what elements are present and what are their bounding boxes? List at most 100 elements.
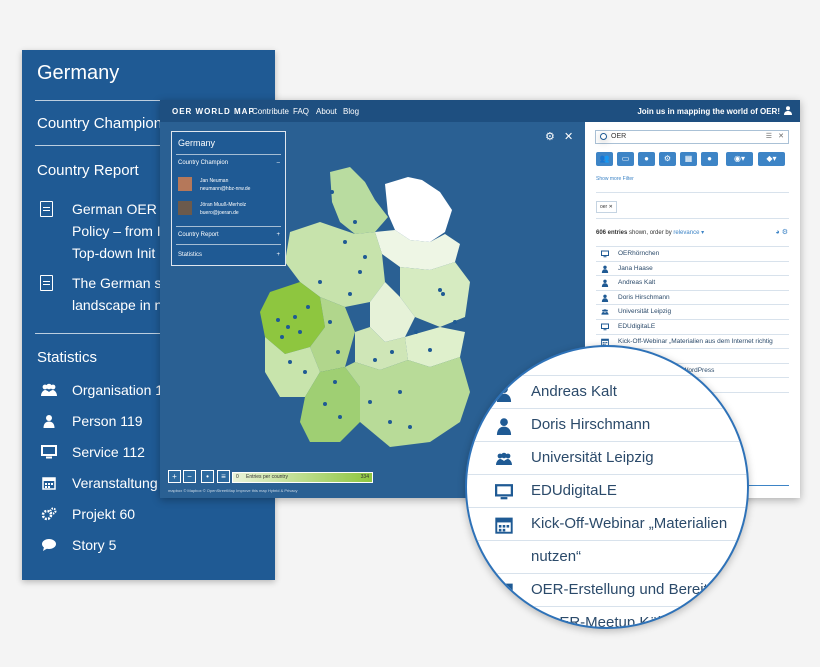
user-icon[interactable] — [784, 106, 792, 115]
filter-service-icon[interactable]: ▭ — [617, 152, 634, 166]
person-icon — [40, 414, 58, 431]
filter-person-icon[interactable]: ● — [638, 152, 655, 166]
statistics-heading[interactable]: Statistics — [37, 349, 98, 366]
magnified-entry[interactable]: Kick-Off-Webinar „Materialien — [467, 507, 747, 541]
gear-icon[interactable]: ⚙ — [545, 131, 555, 143]
search-box[interactable]: OER ☰ ✕ — [595, 130, 789, 144]
magnified-entry[interactable]: EDUdigitaLE — [467, 474, 747, 508]
show-more-filter-link[interactable]: Show more Filter — [596, 176, 634, 182]
country-champion-heading[interactable]: Country Champion — [37, 115, 163, 132]
calendar-icon — [495, 516, 515, 536]
map-attribution[interactable]: mapbox © Mapbox © OpenStreetMap Improve … — [168, 488, 298, 493]
magnified-entry-label: 7. OER-Meetup Köln (#O — [531, 614, 699, 629]
country-report-heading[interactable]: Country Report — [37, 162, 139, 179]
nav-contribute[interactable]: Contribute — [252, 107, 289, 116]
brand-logo[interactable]: OER WORLD MAP — [172, 107, 255, 116]
magnified-entry-label: EDUdigitaLE — [531, 482, 617, 499]
result-entry-label: OERhörnchen — [618, 250, 660, 257]
magnified-entry[interactable]: 7. OER-Meetup Köln (#O — [467, 606, 747, 629]
divider — [35, 333, 275, 334]
country-report-toggle[interactable]: Country Report + — [178, 232, 280, 238]
search-input[interactable]: OER — [611, 133, 627, 140]
result-entry[interactable]: Jana Haase — [596, 260, 789, 276]
clear-icon[interactable]: ✕ — [778, 133, 784, 140]
result-entry[interactable]: Doris Hirschmann — [596, 289, 789, 305]
magnified-entry-label: Doris Hirschmann — [531, 416, 651, 433]
settings-icon[interactable]: ⚙ — [781, 229, 788, 236]
blank-icon — [495, 549, 515, 569]
result-entry[interactable]: Andreas Kalt — [596, 275, 789, 290]
report-line: landscape in n — [72, 297, 163, 313]
top-navigation-bar: OER WORLD MAP Contribute FAQ About Blog … — [160, 100, 800, 122]
champion-email[interactable]: buero@joeran.de — [200, 210, 239, 216]
statistics-toggle[interactable]: Statistics + — [178, 252, 280, 258]
stat-label: Person 119 — [72, 413, 143, 429]
join-link[interactable]: Join us in mapping the world of OER! — [637, 107, 780, 116]
legend-label: Entries per country — [246, 474, 288, 480]
filter-project-icon[interactable]: ⚙ — [659, 152, 676, 166]
filter-tag-icon[interactable]: ◆▾ — [758, 152, 785, 166]
country-champion-toggle[interactable]: Country Champion – — [178, 160, 280, 166]
country-info-panel: Germany Country Champion – Jan Neuman ne… — [171, 131, 286, 266]
person-icon — [601, 265, 609, 273]
blank-icon — [495, 615, 515, 627]
magnified-entry[interactable]: OER-Erstellung und Bereits — [467, 573, 747, 607]
document-icon — [40, 275, 53, 291]
filter-event-icon[interactable]: ▦ — [680, 152, 697, 166]
magnified-entry-label: Universität Leipzig — [531, 449, 654, 466]
person-icon — [601, 294, 609, 302]
nav-faq[interactable]: FAQ — [293, 107, 310, 116]
monitor-icon — [601, 323, 609, 331]
report-line: Top-down Init — [72, 245, 156, 261]
order-dropdown[interactable]: relevance — [673, 230, 700, 236]
champion-name[interactable]: Jan Neuman — [200, 178, 229, 184]
report-line: The German sp — [72, 275, 170, 291]
magnified-entry-label: OER-Erstellung und Bereits — [531, 581, 716, 598]
champion-email[interactable]: neumann@hbz-nrw.de — [200, 186, 251, 192]
report-line: German OER F — [72, 201, 170, 217]
zoom-out-button[interactable]: − — [183, 470, 196, 483]
zoom-in-button[interactable]: + — [168, 470, 181, 483]
result-entry[interactable]: EDUdigitaLE — [596, 319, 789, 334]
legend-min: 0 — [236, 474, 239, 480]
result-entry-label: Doris Hirschmann — [618, 293, 670, 301]
locate-icon[interactable]: • — [201, 470, 214, 483]
stat-label: Organisation 1 — [72, 382, 164, 398]
close-icon[interactable]: ✕ — [563, 131, 574, 143]
divider — [35, 100, 263, 101]
magnified-entry[interactable]: Andreas Kalt — [467, 375, 747, 409]
layers-icon[interactable]: ≡ — [217, 470, 230, 483]
magnified-entry[interactable]: Doris Hirschmann — [467, 408, 747, 442]
filter-organisation-icon[interactable]: 👥 — [596, 152, 613, 166]
monitor-icon — [601, 250, 609, 258]
legend-max: 334 — [360, 474, 369, 480]
nav-blog[interactable]: Blog — [343, 107, 360, 116]
report-label: Country Report — [178, 232, 219, 238]
calendar-icon — [40, 476, 58, 493]
germany-map[interactable] — [160, 122, 585, 498]
group-icon — [495, 450, 515, 470]
nav-about[interactable]: About — [316, 107, 337, 116]
expand-icon: + — [276, 232, 280, 238]
magnified-entry[interactable]: nutzen“ — [467, 540, 747, 574]
avatar — [178, 177, 192, 191]
stat-label: Projekt 60 — [72, 506, 136, 522]
result-entry[interactable]: Universität Leipzig — [596, 304, 789, 319]
filter-region-icon[interactable]: ◉▾ — [726, 152, 753, 166]
filter-story-icon[interactable]: ● — [701, 152, 718, 166]
result-entry-label: Kick-Off-Webinar „Materialien aus dem In… — [618, 337, 773, 345]
champion-name[interactable]: Jöran Muuß-Merholz — [200, 202, 247, 208]
active-filter-tag[interactable]: oer ✕ — [596, 201, 617, 213]
result-entry[interactable]: OERhörnchen — [596, 246, 789, 261]
stat-label: Veranstaltung — [72, 475, 158, 491]
speech-bubble-icon — [40, 538, 58, 555]
magnified-entry[interactable]: Universität Leipzig — [467, 441, 747, 475]
cogs-icon — [40, 507, 58, 524]
panel-country-title: Germany — [178, 138, 216, 148]
avatar — [178, 201, 192, 215]
person-icon — [495, 417, 515, 437]
list-icon[interactable]: ☰ — [765, 133, 772, 140]
monitor-icon — [40, 445, 58, 462]
result-entry-label: Andreas Kalt — [618, 279, 656, 287]
pie-chart-icon[interactable]: ◕ — [775, 229, 780, 236]
